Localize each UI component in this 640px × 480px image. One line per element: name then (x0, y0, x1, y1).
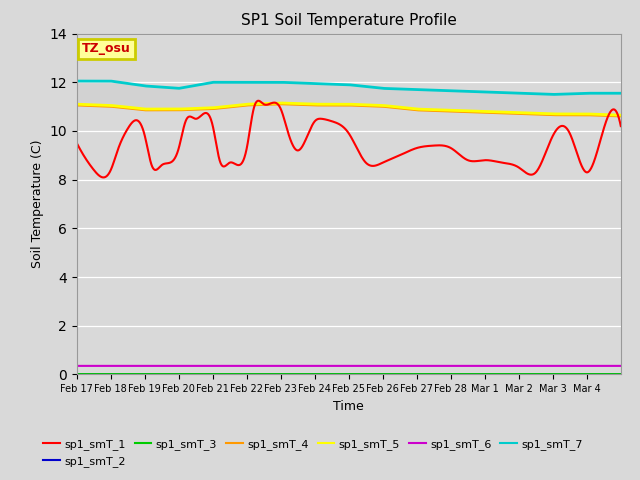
sp1_smT_7 (602, 90, 609, 96)
sp1_smT_4 (601, 113, 609, 119)
sp1_smT_6 (323, 363, 331, 369)
sp1_smT_3 (73, 371, 81, 377)
sp1_smT_2 (337, 371, 345, 377)
sp1_smT_6 (617, 363, 625, 369)
sp1_smT_1 (617, 123, 625, 129)
sp1_smT_7 (323, 81, 331, 87)
sp1_smT_7 (617, 90, 625, 96)
X-axis label: Time: Time (333, 400, 364, 413)
sp1_smT_2 (73, 371, 81, 377)
sp1_smT_5 (617, 112, 625, 118)
sp1_smT_5 (277, 100, 285, 106)
sp1_smT_7 (501, 90, 509, 96)
sp1_smT_7 (601, 90, 609, 96)
sp1_smT_2 (323, 371, 331, 377)
sp1_smT_7 (73, 78, 81, 84)
sp1_smT_6 (501, 363, 509, 369)
sp1_smT_6 (337, 363, 345, 369)
sp1_smT_6 (601, 363, 609, 369)
sp1_smT_1 (502, 160, 509, 166)
sp1_smT_1 (255, 98, 262, 104)
sp1_smT_2 (617, 371, 625, 377)
sp1_smT_1 (602, 121, 609, 127)
sp1_smT_1 (101, 174, 109, 180)
Line: sp1_smT_5: sp1_smT_5 (77, 103, 621, 115)
sp1_smT_5 (601, 112, 609, 118)
sp1_smT_2 (100, 371, 108, 377)
Legend: sp1_smT_1, sp1_smT_2, sp1_smT_3, sp1_smT_4, sp1_smT_5, sp1_smT_6, sp1_smT_7: sp1_smT_1, sp1_smT_2, sp1_smT_3, sp1_smT… (39, 435, 588, 471)
sp1_smT_1 (602, 120, 609, 126)
sp1_smT_1 (338, 123, 346, 129)
sp1_smT_5 (602, 112, 609, 118)
sp1_smT_4 (323, 103, 331, 108)
sp1_smT_2 (601, 371, 609, 377)
sp1_smT_6 (73, 363, 81, 369)
Line: sp1_smT_1: sp1_smT_1 (77, 101, 621, 178)
sp1_smT_4 (277, 101, 285, 107)
sp1_smT_4 (73, 103, 81, 108)
sp1_smT_4 (338, 103, 346, 108)
sp1_smT_3 (337, 371, 345, 377)
Line: sp1_smT_4: sp1_smT_4 (77, 104, 621, 116)
sp1_smT_4 (100, 104, 108, 109)
sp1_smT_6 (601, 363, 609, 369)
sp1_smT_5 (323, 101, 331, 107)
sp1_smT_5 (502, 109, 509, 115)
sp1_smT_1 (73, 140, 81, 146)
sp1_smT_3 (501, 371, 509, 377)
sp1_smT_4 (602, 113, 609, 119)
Text: TZ_osu: TZ_osu (82, 42, 131, 55)
sp1_smT_3 (601, 371, 609, 377)
sp1_smT_1 (100, 175, 108, 180)
sp1_smT_6 (100, 363, 108, 369)
sp1_smT_5 (100, 102, 108, 108)
sp1_smT_3 (323, 371, 331, 377)
sp1_smT_4 (617, 113, 625, 119)
Y-axis label: Soil Temperature (C): Soil Temperature (C) (31, 140, 44, 268)
sp1_smT_7 (549, 92, 557, 97)
sp1_smT_5 (338, 101, 346, 107)
sp1_smT_7 (337, 82, 345, 87)
Title: SP1 Soil Temperature Profile: SP1 Soil Temperature Profile (241, 13, 457, 28)
sp1_smT_2 (501, 371, 509, 377)
sp1_smT_2 (601, 371, 609, 377)
sp1_smT_3 (100, 371, 108, 377)
sp1_smT_3 (601, 371, 609, 377)
Line: sp1_smT_7: sp1_smT_7 (77, 81, 621, 95)
sp1_smT_4 (502, 110, 509, 116)
sp1_smT_3 (617, 371, 625, 377)
sp1_smT_1 (324, 117, 332, 123)
sp1_smT_7 (100, 78, 108, 84)
sp1_smT_5 (73, 101, 81, 107)
